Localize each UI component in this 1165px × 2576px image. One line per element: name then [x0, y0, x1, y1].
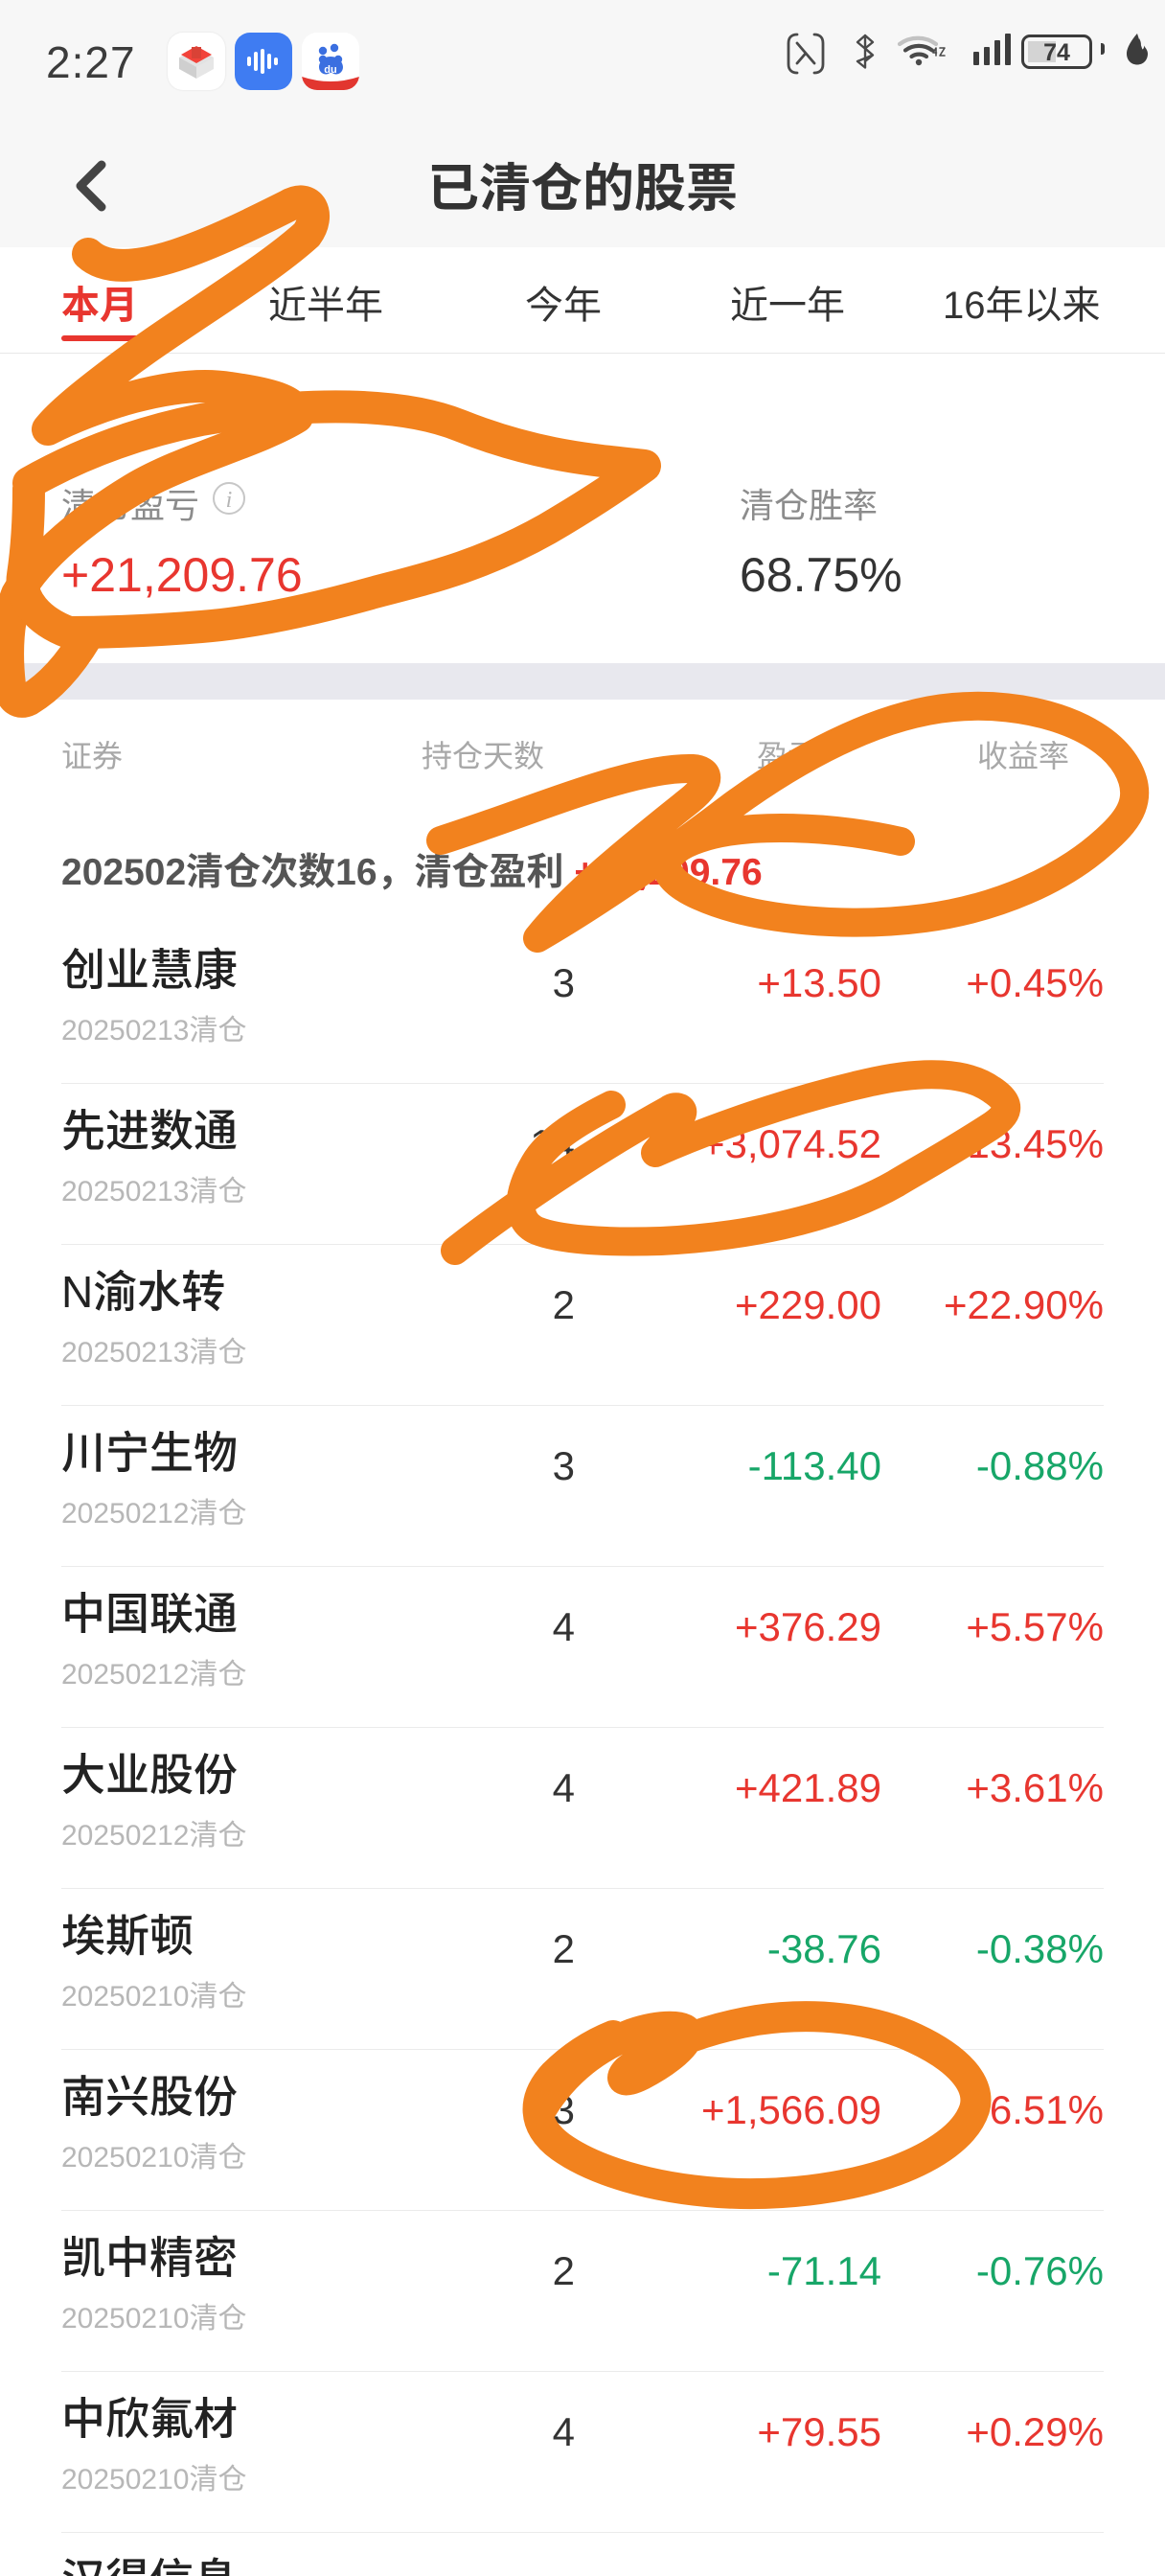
svg-text:du: du — [324, 64, 336, 76]
